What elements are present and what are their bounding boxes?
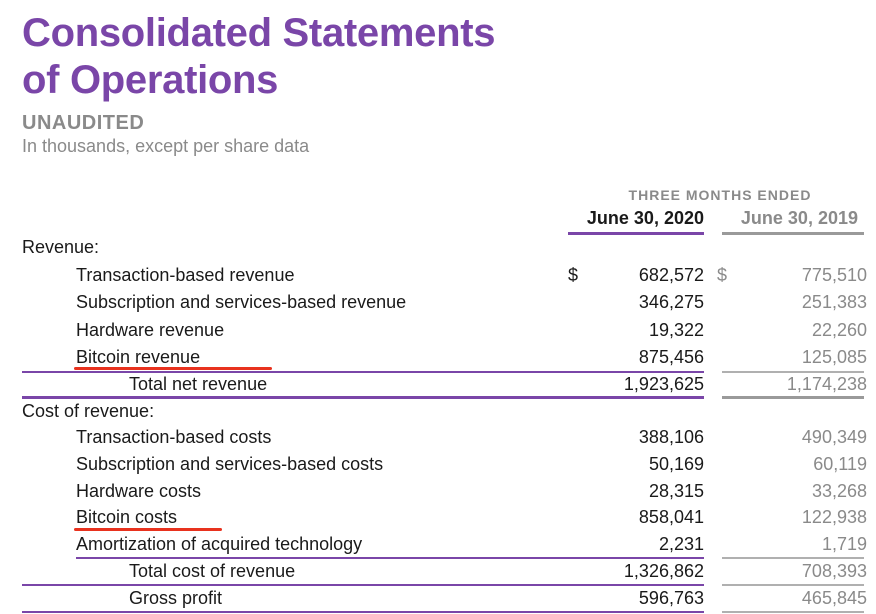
column-header-current-rule xyxy=(568,232,704,235)
value-current: 346,275 xyxy=(638,292,704,312)
value-prior: 33,268 xyxy=(811,481,867,501)
row-label: Hardware revenue xyxy=(76,320,225,340)
row-label: Total cost of revenue xyxy=(129,561,296,581)
row-cost-of-revenue-header: Cost of revenue: xyxy=(0,398,876,425)
value-current: 50,169 xyxy=(648,454,704,474)
column-header-current: June 30, 2020 xyxy=(586,208,704,228)
divider-line xyxy=(76,557,704,559)
bitcoin-costs-highlight xyxy=(74,528,222,531)
row-label: Transaction-based revenue xyxy=(76,265,295,285)
row-label: Total net revenue xyxy=(129,374,268,394)
value-prior: 251,383 xyxy=(801,292,867,312)
total-rule xyxy=(722,396,864,399)
value-current: 1,923,625 xyxy=(623,374,704,394)
value-current: 858,041 xyxy=(638,507,704,527)
value-current: 2,231 xyxy=(658,534,704,554)
value-prior: 1,719 xyxy=(821,534,867,554)
value-prior: 125,085 xyxy=(801,347,867,367)
row-total-cost-of-revenue: Total cost of revenue 1,326,862 708,393 xyxy=(0,558,876,585)
row-label: Hardware costs xyxy=(76,481,202,501)
currency-symbol-current: $ xyxy=(568,265,579,285)
divider-line xyxy=(722,584,864,586)
title-line-1: Consolidated Statements xyxy=(22,11,496,55)
divider-line xyxy=(22,371,704,373)
column-header-prior: June 30, 2019 xyxy=(740,208,858,228)
value-current: 19,322 xyxy=(648,320,704,340)
row-bitcoin-costs: Bitcoin costs 858,041 122,938 xyxy=(0,504,876,531)
row-hardware-costs: Hardware costs 28,315 33,268 xyxy=(0,478,876,505)
column-header-prior-rule xyxy=(722,232,864,235)
title-line-2: of Operations xyxy=(22,58,279,102)
row-total-net-revenue: Total net revenue 1,923,625 1,174,238 xyxy=(0,371,876,398)
value-current: 875,456 xyxy=(638,347,704,367)
value-current: 682,572 xyxy=(638,265,704,285)
units-note: In thousands, except per share data xyxy=(22,136,310,156)
page-title: Consolidated Statements of Operations xyxy=(22,10,495,104)
divider-line xyxy=(22,584,704,586)
bitcoin-revenue-highlight xyxy=(74,367,272,370)
row-bitcoin-revenue: Bitcoin revenue 875,456 125,085 xyxy=(0,344,876,371)
value-current: 28,315 xyxy=(648,481,704,501)
row-label: Bitcoin costs xyxy=(76,507,178,527)
row-transaction-based-revenue: Transaction-based revenue $ 682,572 $ 77… xyxy=(0,262,876,289)
row-transaction-based-costs: Transaction-based costs 388,106 490,349 xyxy=(0,424,876,451)
value-current: 596,763 xyxy=(638,588,704,608)
value-current: 388,106 xyxy=(638,427,704,447)
divider-line xyxy=(722,557,864,559)
value-prior: 775,510 xyxy=(801,265,867,285)
row-revenue-header: Revenue: xyxy=(0,234,876,261)
value-prior: 1,174,238 xyxy=(786,374,867,394)
row-amortization: Amortization of acquired technology 2,23… xyxy=(0,531,876,558)
value-prior: 22,260 xyxy=(811,320,867,340)
row-label: Bitcoin revenue xyxy=(76,347,201,367)
period-header: THREE MONTHS ENDED xyxy=(628,187,812,203)
value-prior: 122,938 xyxy=(801,507,867,527)
total-rule xyxy=(22,396,704,399)
value-current: 1,326,862 xyxy=(623,561,704,581)
divider-line xyxy=(722,611,864,613)
row-label: Amortization of acquired technology xyxy=(76,534,363,554)
value-prior: 60,119 xyxy=(813,454,867,474)
row-label: Transaction-based costs xyxy=(76,427,272,447)
row-label: Gross profit xyxy=(129,588,223,608)
unaudited-label: UNAUDITED xyxy=(22,112,145,134)
row-label: Subscription and services-based costs xyxy=(76,454,384,474)
value-prior: 465,845 xyxy=(801,588,867,608)
row-subscription-revenue: Subscription and services-based revenue … xyxy=(0,289,876,316)
row-gross-profit: Gross profit 596,763 465,845 xyxy=(0,585,876,612)
divider-line xyxy=(22,611,704,613)
row-hardware-revenue: Hardware revenue 19,322 22,260 xyxy=(0,317,876,344)
row-subscription-costs: Subscription and services-based costs 50… xyxy=(0,451,876,478)
row-label: Revenue: xyxy=(22,237,100,257)
currency-symbol-prior: $ xyxy=(717,265,728,285)
value-prior: 490,349 xyxy=(801,427,867,447)
divider-line xyxy=(722,371,864,373)
row-label: Cost of revenue: xyxy=(22,401,155,421)
value-prior: 708,393 xyxy=(801,561,867,581)
row-label: Subscription and services-based revenue xyxy=(76,292,407,312)
